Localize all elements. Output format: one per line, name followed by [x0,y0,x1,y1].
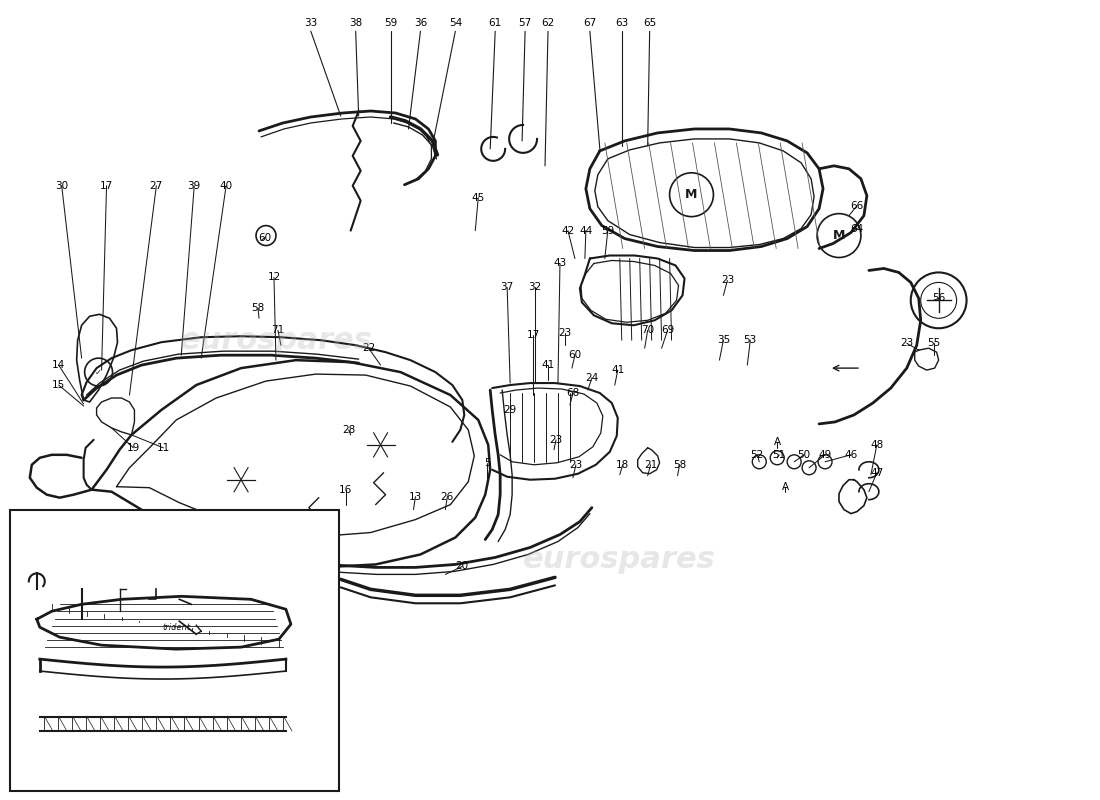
Text: 13: 13 [409,492,422,502]
Text: 62: 62 [541,18,554,28]
Text: 58: 58 [252,303,265,314]
Text: 23: 23 [559,328,572,338]
Text: 20: 20 [455,562,469,571]
Text: 23: 23 [720,275,734,286]
Text: 49: 49 [818,450,832,460]
Text: 14: 14 [52,360,65,370]
Text: 29: 29 [504,405,517,415]
Text: 38: 38 [349,18,362,28]
Text: 43: 43 [553,258,566,269]
Text: 67: 67 [583,18,596,28]
Text: 56: 56 [932,294,945,303]
Text: ✓: ✓ [95,367,102,377]
Text: 59: 59 [384,18,397,28]
Text: 64: 64 [850,223,864,234]
Text: 36: 36 [414,18,427,28]
Text: 52: 52 [750,450,763,460]
Polygon shape [36,596,290,649]
Circle shape [78,586,86,594]
Text: 44: 44 [580,226,593,235]
Text: 32: 32 [528,282,541,292]
Text: eurospares: eurospares [524,545,716,574]
Text: 9: 9 [148,739,155,749]
Text: 37: 37 [500,282,514,292]
Text: 57: 57 [518,18,531,28]
Text: 42: 42 [561,226,574,235]
Text: 48: 48 [870,440,883,450]
Text: 71: 71 [272,326,285,335]
Text: 46: 46 [845,450,858,460]
Text: 7: 7 [176,614,183,624]
Text: 50: 50 [798,450,811,460]
Text: 23: 23 [900,338,913,348]
Text: 8: 8 [176,594,183,604]
Text: 55: 55 [927,338,940,348]
Text: 35: 35 [717,335,730,346]
Text: 45: 45 [472,193,485,202]
Text: 23: 23 [549,435,562,445]
Text: 58: 58 [673,460,686,470]
Text: 27: 27 [150,181,163,190]
Text: 33: 33 [305,18,318,28]
Text: 26: 26 [441,492,454,502]
Text: 17: 17 [100,181,113,190]
Text: 10: 10 [113,582,127,592]
Text: 22: 22 [362,343,375,353]
Text: 41: 41 [541,360,554,370]
Text: 18: 18 [616,460,629,470]
Text: 54: 54 [449,18,462,28]
Text: M: M [833,229,845,242]
Text: 60: 60 [258,233,272,242]
Text: 41: 41 [612,365,625,375]
Text: 51: 51 [772,450,785,460]
Text: M: M [685,188,697,202]
Text: 6: 6 [146,582,153,592]
Text: 68: 68 [566,388,580,398]
Text: 17: 17 [527,330,540,340]
Text: 69: 69 [661,326,674,335]
Text: 70: 70 [641,326,654,335]
Text: 12: 12 [267,273,280,282]
Text: A: A [782,482,789,492]
Text: 11: 11 [156,443,170,453]
Text: A: A [773,437,781,447]
Text: 53: 53 [744,335,757,346]
Text: 66: 66 [850,201,864,210]
Text: 3: 3 [29,582,35,592]
Text: 19: 19 [126,443,140,453]
Text: 16: 16 [339,485,352,494]
Text: 15: 15 [52,380,65,390]
Text: eurospares: eurospares [179,326,372,354]
Text: 28: 28 [342,425,355,435]
Text: 39: 39 [188,181,201,190]
Text: 59: 59 [602,226,615,235]
Text: 30: 30 [55,181,68,190]
Text: trident: trident [162,622,190,632]
Text: 47: 47 [870,468,883,478]
Text: 60: 60 [569,350,582,360]
Text: 2: 2 [148,654,155,664]
Text: 63: 63 [615,18,628,28]
Text: 61: 61 [488,18,502,28]
Text: 23: 23 [570,460,583,470]
Text: 5: 5 [484,458,491,468]
Bar [10,510,339,790]
Text: 1: 1 [68,619,75,630]
Text: 21: 21 [644,460,658,470]
Text: 40: 40 [220,181,233,190]
Text: 5: 5 [80,582,87,592]
Text: 24: 24 [585,373,598,383]
Text: 65: 65 [644,18,657,28]
